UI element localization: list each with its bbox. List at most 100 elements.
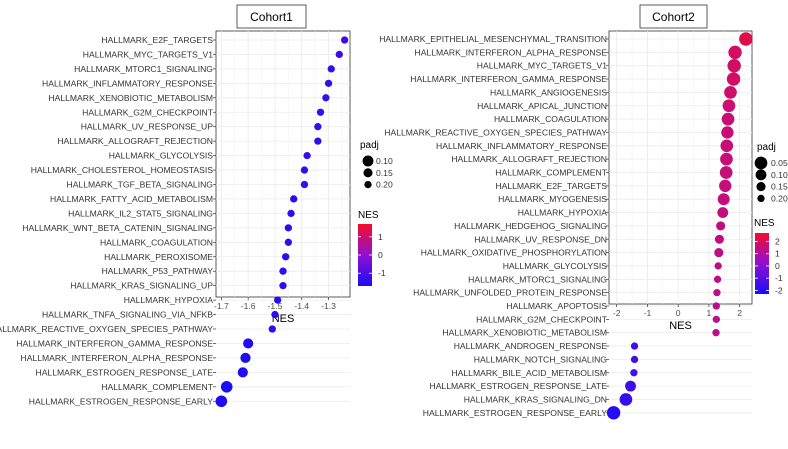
y-tick-label: HALLMARK_INTERFERON_GAMMA_RESPONSE (16, 338, 213, 348)
y-tick-label: HALLMARK_E2F_TARGETS (101, 35, 213, 45)
data-point (300, 180, 309, 189)
data-point (724, 86, 737, 99)
y-tick-label: HALLMARK_WNT_BETA_CATENIN_SIGNALING (22, 223, 213, 233)
data-point (630, 355, 639, 364)
y-tick-label: HALLMARK_ESTROGEN_RESPONSE_EARLY (423, 408, 607, 418)
data-point (287, 209, 295, 218)
y-tick-label: HALLMARK_MYOGENESIS (498, 194, 607, 204)
data-point (316, 108, 325, 116)
plot-panel (215, 30, 351, 298)
data-point (340, 36, 349, 44)
plot-panel (608, 30, 753, 305)
x-tick-label: -2 (613, 308, 621, 318)
x-tick-label: 1 (707, 308, 712, 318)
data-point (717, 207, 729, 218)
size-legend-label: 0.15 (771, 182, 788, 192)
y-tick-label: HALLMARK_MYC_TARGETS_V1 (477, 61, 607, 71)
x-tick-label: -1.4 (294, 301, 309, 311)
x-tick-label: -1.7 (214, 301, 229, 311)
data-point (721, 126, 734, 139)
y-tick-label: HALLMARK_ALLOGRAFT_REJECTION (451, 154, 607, 164)
data-point (739, 32, 753, 46)
facet-title: Cohort2 (652, 10, 695, 24)
color-legend-label: 2 (775, 237, 780, 247)
y-tick-label: HALLMARK_XENOBIOTIC_METABOLISM (442, 328, 607, 338)
y-tick-label: HALLMARK_REACTIVE_OXYGEN_SPECIES_PATHWAY (384, 127, 607, 137)
y-tick-label: HALLMARK_ESTROGEN_RESPONSE_LATE (35, 367, 213, 377)
y-tick-label: HALLMARK_KRAS_SIGNALING_DN (464, 394, 607, 404)
data-point (273, 296, 282, 304)
facet-strip (236, 4, 307, 29)
data-point (712, 315, 720, 324)
y-tick-label: HALLMARK_EPITHELIAL_MESENCHYMAL_TRANSITI… (379, 34, 607, 44)
size-legend-label: 0.15 (376, 168, 393, 178)
data-point (240, 352, 251, 363)
y-tick-label: HALLMARK_IL2_STAT5_SIGNALING (68, 208, 213, 218)
y-tick-label: HALLMARK_UNFOLDED_PROTEIN_RESPONSE (413, 288, 607, 298)
data-point (719, 166, 733, 179)
y-tick-label: HALLMARK_PEROXISOME (104, 252, 213, 262)
y-tick-label: HALLMARK_HYPOXIA (518, 208, 608, 218)
data-point (716, 221, 726, 231)
y-tick-label: HALLMARK_G2M_CHECKPOINT (82, 107, 214, 117)
y-tick-label: HALLMARK_GLYCOLYSIS (109, 151, 214, 161)
y-tick-label: HALLMARK_OXIDATIVE_PHOSPHORYLATION (421, 248, 607, 258)
data-point (300, 166, 309, 174)
data-point (719, 179, 732, 193)
size-legend-key (362, 155, 374, 167)
y-tick-label: HALLMARK_BILE_ACID_METABOLISM (451, 368, 607, 378)
y-tick-label: HALLMARK_P53_PATHWAY (102, 266, 214, 276)
y-tick-label: HALLMARK_COMPLEMENT (101, 382, 213, 392)
data-point (712, 329, 720, 337)
data-point (284, 238, 293, 246)
y-tick-label: HALLMARK_INTERFERON_GAMMA_RESPONSE (410, 74, 607, 84)
color-legend-label: 0 (378, 250, 383, 260)
data-point (243, 338, 254, 349)
data-point (721, 112, 735, 126)
data-point (322, 94, 330, 102)
size-legend-title: padj (360, 140, 379, 151)
data-point (720, 139, 734, 153)
data-point (327, 65, 335, 73)
data-point (303, 151, 311, 160)
y-tick-label: HALLMARK_MTORC1_SIGNALING (74, 64, 213, 74)
data-point (630, 369, 638, 377)
y-tick-label: HALLMARK_MTORC1_SIGNALING (468, 274, 607, 284)
data-point (284, 224, 293, 232)
data-point (630, 342, 639, 350)
x-tick-label: -1.6 (241, 301, 256, 311)
size-legend-label: 0.05 (771, 158, 788, 168)
size-legend-title: padj (757, 142, 776, 153)
color-legend-label: 0 (775, 261, 780, 271)
size-legend-key (757, 194, 765, 203)
facet-title: Cohort1 (250, 10, 293, 24)
facet-strip (639, 4, 708, 29)
y-tick-label: HALLMARK_TNFA_SIGNALING_VIA_NFKB (42, 310, 213, 320)
x-tick-label: -1.3 (321, 301, 336, 311)
data-point (714, 234, 724, 244)
color-legend-label: 1 (775, 249, 780, 259)
data-point (712, 302, 720, 310)
data-point (282, 253, 290, 261)
size-legend-label: 0.20 (376, 180, 393, 190)
color-legend-label: -2 (775, 285, 783, 295)
y-tick-label: HALLMARK_REACTIVE_OXYGEN_SPECIES_PATHWAY (0, 324, 213, 334)
x-tick-label: -1 (644, 308, 652, 318)
data-point (722, 99, 736, 113)
color-legend-bar (358, 224, 372, 286)
y-tick-label: HALLMARK_HYPOXIA (124, 295, 214, 305)
data-point (314, 137, 322, 145)
data-point (271, 310, 279, 319)
y-tick-label: HALLMARK_COAGULATION (100, 237, 213, 247)
y-tick-label: HALLMARK_INFLAMMATORY_RESPONSE (42, 78, 213, 88)
y-tick-label: HALLMARK_APOPTOSIS (506, 301, 607, 311)
x-tick-label: -1.5 (268, 301, 283, 311)
size-legend-label: 0.10 (376, 156, 393, 166)
y-tick-label: HALLMARK_COMPLEMENT (495, 168, 607, 178)
y-tick-label: HALLMARK_UV_RESPONSE_UP (81, 122, 214, 132)
data-point (720, 152, 733, 166)
data-point (728, 45, 742, 60)
size-legend-label: 0.20 (771, 193, 788, 203)
size-legend-key (756, 182, 766, 192)
data-point (625, 380, 636, 392)
